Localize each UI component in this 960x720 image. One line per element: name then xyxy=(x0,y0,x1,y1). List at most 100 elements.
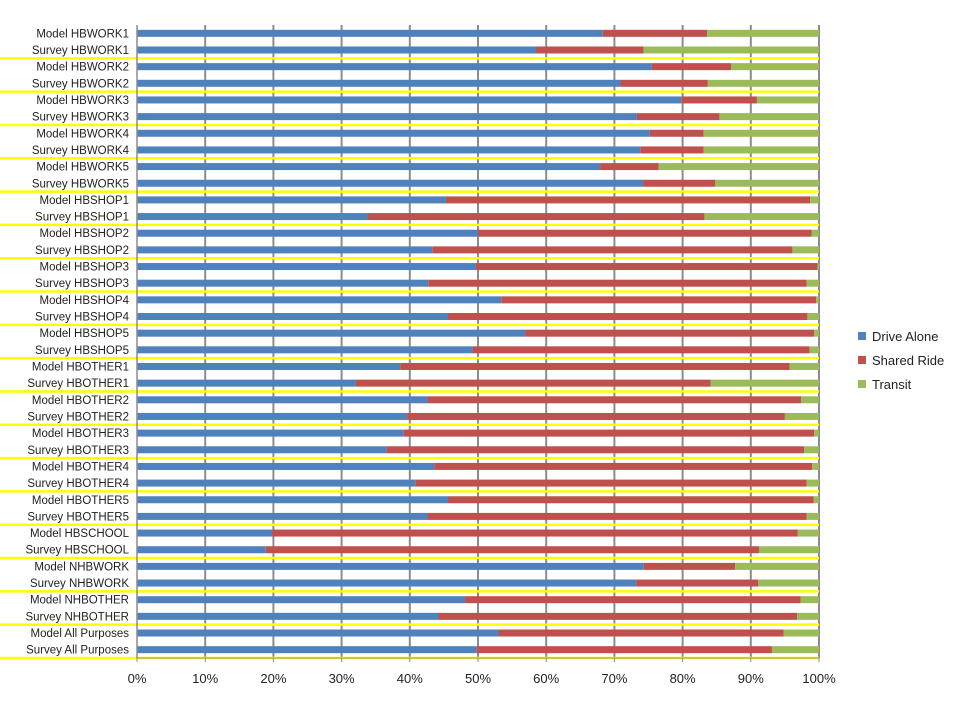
legend-item-drive-alone: Drive Alone xyxy=(858,324,944,348)
legend: Drive Alone Shared Ride Transit xyxy=(858,324,944,396)
bar-transit-model-hbshop2 xyxy=(811,229,819,237)
bars xyxy=(137,29,819,654)
category-label-survey-hbwork5: Survey HBWORK5 xyxy=(32,178,129,190)
bar-drive-alone-survey-hbother2 xyxy=(137,412,408,420)
bar-transit-model-nhbwork xyxy=(735,562,819,570)
bar-transit-model-nhbother xyxy=(800,596,819,604)
category-label-model-hbother5: Model HBOTHER5 xyxy=(32,495,129,507)
category-label-survey-hbshop2: Survey HBSHOP2 xyxy=(35,245,129,257)
bar-drive-alone-survey-hbother1 xyxy=(137,379,356,387)
bar-transit-survey-hbshop4 xyxy=(807,313,819,321)
x-tick-label-9: 90% xyxy=(738,671,764,686)
legend-label-shared-ride: Shared Ride xyxy=(872,352,945,368)
bar-drive-alone-survey-hbshop2 xyxy=(137,246,433,254)
category-label-model-hbshop5: Model HBSHOP5 xyxy=(40,328,129,340)
bar-drive-alone-model-hbother1 xyxy=(137,362,401,370)
bar-drive-alone-survey-all-purposes xyxy=(137,646,477,654)
bar-drive-alone-survey-hbwork3 xyxy=(137,113,637,121)
bar-transit-model-hbwork3 xyxy=(756,96,819,104)
bar-shared-ride-survey-all-purposes xyxy=(476,646,772,654)
bar-shared-ride-model-hbshop3 xyxy=(475,263,818,271)
legend-label-transit: Transit xyxy=(872,376,912,392)
bar-transit-survey-hbother5 xyxy=(806,512,819,520)
category-label-survey-hbother1: Survey HBOTHER1 xyxy=(27,378,129,390)
bar-shared-ride-model-hbother5 xyxy=(447,496,814,504)
bar-transit-survey-nhbwork xyxy=(758,579,819,587)
bar-drive-alone-model-hbshop2 xyxy=(137,229,478,237)
bar-shared-ride-survey-hbwork1 xyxy=(535,46,644,54)
bar-shared-ride-survey-hbwork4 xyxy=(640,146,704,154)
bar-shared-ride-survey-hbshop5 xyxy=(472,346,810,354)
bar-shared-ride-survey-hbwork3 xyxy=(636,113,720,121)
bar-transit-survey-hbother2 xyxy=(784,412,819,420)
bar-transit-model-hbother3 xyxy=(814,429,819,437)
category-label-model-all-purposes: Model All Purposes xyxy=(31,628,130,640)
bar-shared-ride-model-hbwork2 xyxy=(651,63,732,71)
bar-transit-survey-hbother1 xyxy=(710,379,819,387)
category-label-model-hbshop2: Model HBSHOP2 xyxy=(40,228,129,240)
bar-drive-alone-model-hbwork2 xyxy=(137,63,652,71)
category-label-model-hbother4: Model HBOTHER4 xyxy=(32,461,130,473)
bar-drive-alone-model-hbwork1 xyxy=(137,29,603,37)
bar-shared-ride-survey-hbshop1 xyxy=(367,213,705,221)
bar-drive-alone-survey-hbwork1 xyxy=(137,46,536,54)
bar-shared-ride-survey-hbshop2 xyxy=(432,246,793,254)
x-tick-label-5: 50% xyxy=(465,671,491,686)
bar-drive-alone-survey-hbschool xyxy=(137,546,266,554)
category-label-survey-hbother3: Survey HBOTHER3 xyxy=(27,445,129,457)
bar-transit-survey-hbother4 xyxy=(806,479,819,487)
bar-drive-alone-model-hbshop5 xyxy=(137,329,526,337)
bar-drive-alone-survey-hbwork5 xyxy=(137,179,644,187)
bar-drive-alone-model-hbother2 xyxy=(137,396,428,404)
bar-shared-ride-model-hbother2 xyxy=(427,396,802,404)
bar-transit-survey-nhbother xyxy=(797,612,819,620)
legend-item-transit: Transit xyxy=(858,372,944,396)
category-label-survey-hbother5: Survey HBOTHER5 xyxy=(27,511,129,523)
category-label-survey-hbwork1: Survey HBWORK1 xyxy=(32,45,129,57)
category-label-survey-hbshop4: Survey HBSHOP4 xyxy=(35,312,130,324)
category-label-model-hbwork5: Model HBWORK5 xyxy=(36,162,129,174)
bar-transit-model-hbwork1 xyxy=(707,29,819,37)
category-label-model-nhbwork: Model NHBWORK xyxy=(34,561,129,573)
bar-transit-survey-hbwork2 xyxy=(707,79,819,87)
bar-shared-ride-survey-hbother4 xyxy=(415,479,807,487)
bar-transit-model-hbother2 xyxy=(801,396,819,404)
bar-transit-model-hbshop5 xyxy=(814,329,819,337)
bar-transit-survey-hbwork3 xyxy=(719,113,819,121)
category-label-model-hbother3: Model HBOTHER3 xyxy=(32,428,129,440)
bar-transit-model-hbother5 xyxy=(813,496,819,504)
legend-label-drive-alone: Drive Alone xyxy=(872,328,939,344)
category-label-model-hbshop3: Model HBSHOP3 xyxy=(40,262,129,274)
bar-drive-alone-model-hbshop1 xyxy=(137,196,446,204)
bar-transit-survey-hbwork1 xyxy=(643,46,819,54)
legend-item-shared-ride: Shared Ride xyxy=(858,348,944,372)
category-label-model-hbother1: Model HBOTHER1 xyxy=(32,361,129,373)
bar-transit-model-hbshop4 xyxy=(816,296,819,304)
category-label-survey-hbother2: Survey HBOTHER2 xyxy=(27,411,129,423)
bar-shared-ride-model-hbother1 xyxy=(400,362,790,370)
bar-drive-alone-survey-hbshop1 xyxy=(137,213,368,221)
category-labels: Model HBWORK1 Survey HBWORK1 Model HBWORK2… xyxy=(25,28,129,656)
bar-drive-alone-survey-hbshop3 xyxy=(137,279,429,287)
bar-shared-ride-model-hbother3 xyxy=(403,429,815,437)
category-label-survey-hbwork2: Survey HBWORK2 xyxy=(32,78,129,90)
bar-transit-model-hbother4 xyxy=(812,462,819,470)
bar-drive-alone-model-hbother5 xyxy=(137,496,448,504)
axes xyxy=(136,25,820,662)
bar-shared-ride-survey-nhbwork xyxy=(636,579,759,587)
bar-shared-ride-survey-hbshop3 xyxy=(428,279,807,287)
bar-drive-alone-model-hbwork4 xyxy=(137,129,650,137)
x-tick-label-2: 20% xyxy=(260,671,286,686)
bar-shared-ride-survey-hbother2 xyxy=(407,412,785,420)
bar-transit-model-hbwork2 xyxy=(731,63,819,71)
category-label-survey-hbwork3: Survey HBWORK3 xyxy=(32,112,129,124)
bar-shared-ride-survey-hbother5 xyxy=(427,512,807,520)
category-label-survey-all-purposes: Survey All Purposes xyxy=(26,645,129,657)
bar-shared-ride-model-hbshop2 xyxy=(478,229,812,237)
legend-swatch-drive-alone xyxy=(858,332,866,340)
bar-drive-alone-survey-hbshop5 xyxy=(137,346,473,354)
bar-drive-alone-survey-hbwork4 xyxy=(137,146,641,154)
bar-drive-alone-model-hbshop3 xyxy=(137,263,476,271)
bar-shared-ride-model-hbwork5 xyxy=(600,163,659,171)
bar-drive-alone-survey-hbother4 xyxy=(137,479,416,487)
